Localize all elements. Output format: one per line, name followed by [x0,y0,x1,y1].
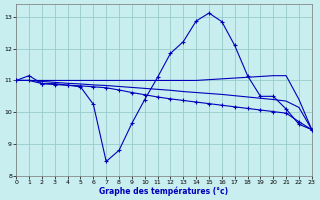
X-axis label: Graphe des températures (°c): Graphe des températures (°c) [100,186,228,196]
